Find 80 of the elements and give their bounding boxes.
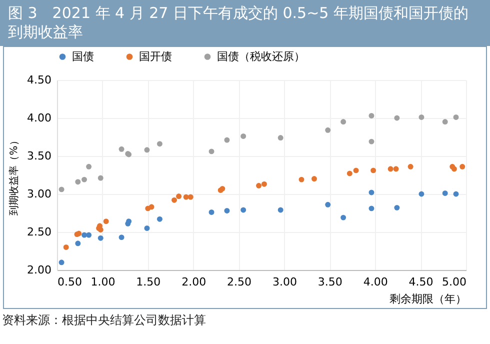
y-tick-label: 4.50	[27, 74, 52, 86]
y-axis-title: 到期收益率（%）	[8, 136, 20, 216]
point	[103, 218, 109, 224]
point	[144, 147, 150, 153]
chart-title: 图 3 2021 年 4 月 27 日下午有成交的 0.5~5 年期国债和国开债的到期收益率	[0, 0, 490, 46]
point	[388, 166, 394, 172]
x-tick-label: 1.50	[136, 276, 161, 288]
y-tick-label: 3.50	[27, 150, 52, 162]
point	[208, 210, 214, 215]
point	[278, 207, 284, 213]
point	[418, 191, 424, 197]
point	[451, 166, 457, 172]
point	[453, 114, 459, 120]
point	[176, 194, 182, 200]
x-tick-label: 2.00	[182, 276, 206, 288]
x-axis-title: 剩余期限（年）	[390, 292, 466, 306]
point	[256, 182, 262, 188]
point	[325, 127, 331, 133]
y-tick-label: 2.00	[27, 264, 52, 276]
point	[340, 214, 346, 220]
point	[63, 244, 69, 250]
point	[346, 170, 352, 176]
point	[148, 204, 154, 210]
legend-label: 国开债	[139, 50, 172, 63]
x-tick-label: 5.00	[442, 276, 466, 288]
point	[156, 141, 162, 147]
point	[118, 234, 124, 240]
legend-label: 国债（税收还原）	[217, 50, 305, 63]
point	[368, 138, 374, 144]
point	[453, 191, 459, 197]
point	[208, 148, 214, 154]
point	[118, 146, 124, 152]
x-tick-label: 3.50	[318, 276, 342, 288]
point	[460, 164, 466, 170]
point	[86, 232, 92, 238]
point	[82, 176, 88, 182]
point	[408, 164, 414, 170]
point	[442, 119, 448, 125]
x-tick-label: 4.00	[363, 276, 388, 288]
point	[278, 135, 284, 140]
x-tick-label: 2.50	[227, 276, 252, 288]
point	[224, 208, 230, 214]
point	[58, 186, 64, 192]
point	[325, 202, 331, 208]
point	[172, 197, 177, 203]
point	[240, 134, 246, 139]
y-tick-label: 4.00	[27, 112, 52, 124]
point	[368, 206, 374, 212]
point	[75, 240, 81, 246]
point	[340, 119, 346, 125]
point	[393, 166, 399, 172]
point	[98, 235, 104, 241]
point	[442, 190, 448, 196]
point	[188, 194, 194, 200]
y-tick-label: 3.00	[27, 188, 52, 200]
point	[394, 115, 400, 121]
point	[75, 179, 81, 185]
x-tick-label: 4.50	[408, 276, 434, 288]
point	[298, 176, 304, 182]
x-tick-label: 3.00	[272, 276, 297, 288]
point	[58, 260, 64, 266]
x-tick-label: 1.00	[90, 276, 116, 288]
y-tick-label: 2.50	[27, 226, 52, 238]
point	[240, 207, 246, 213]
point	[86, 164, 92, 170]
point	[156, 216, 162, 222]
point	[144, 225, 150, 231]
x-tick-label: 0.50	[58, 276, 82, 288]
point	[370, 168, 376, 174]
point	[368, 112, 374, 118]
point	[224, 137, 230, 143]
point	[353, 168, 359, 174]
point	[311, 176, 317, 182]
point	[418, 114, 424, 120]
point	[394, 204, 400, 210]
point	[261, 181, 267, 187]
legend-label: 国债	[72, 50, 94, 63]
point	[98, 175, 104, 181]
text: 资料来源：根据中央结算公司数据计算	[1, 312, 207, 329]
point	[368, 190, 374, 196]
